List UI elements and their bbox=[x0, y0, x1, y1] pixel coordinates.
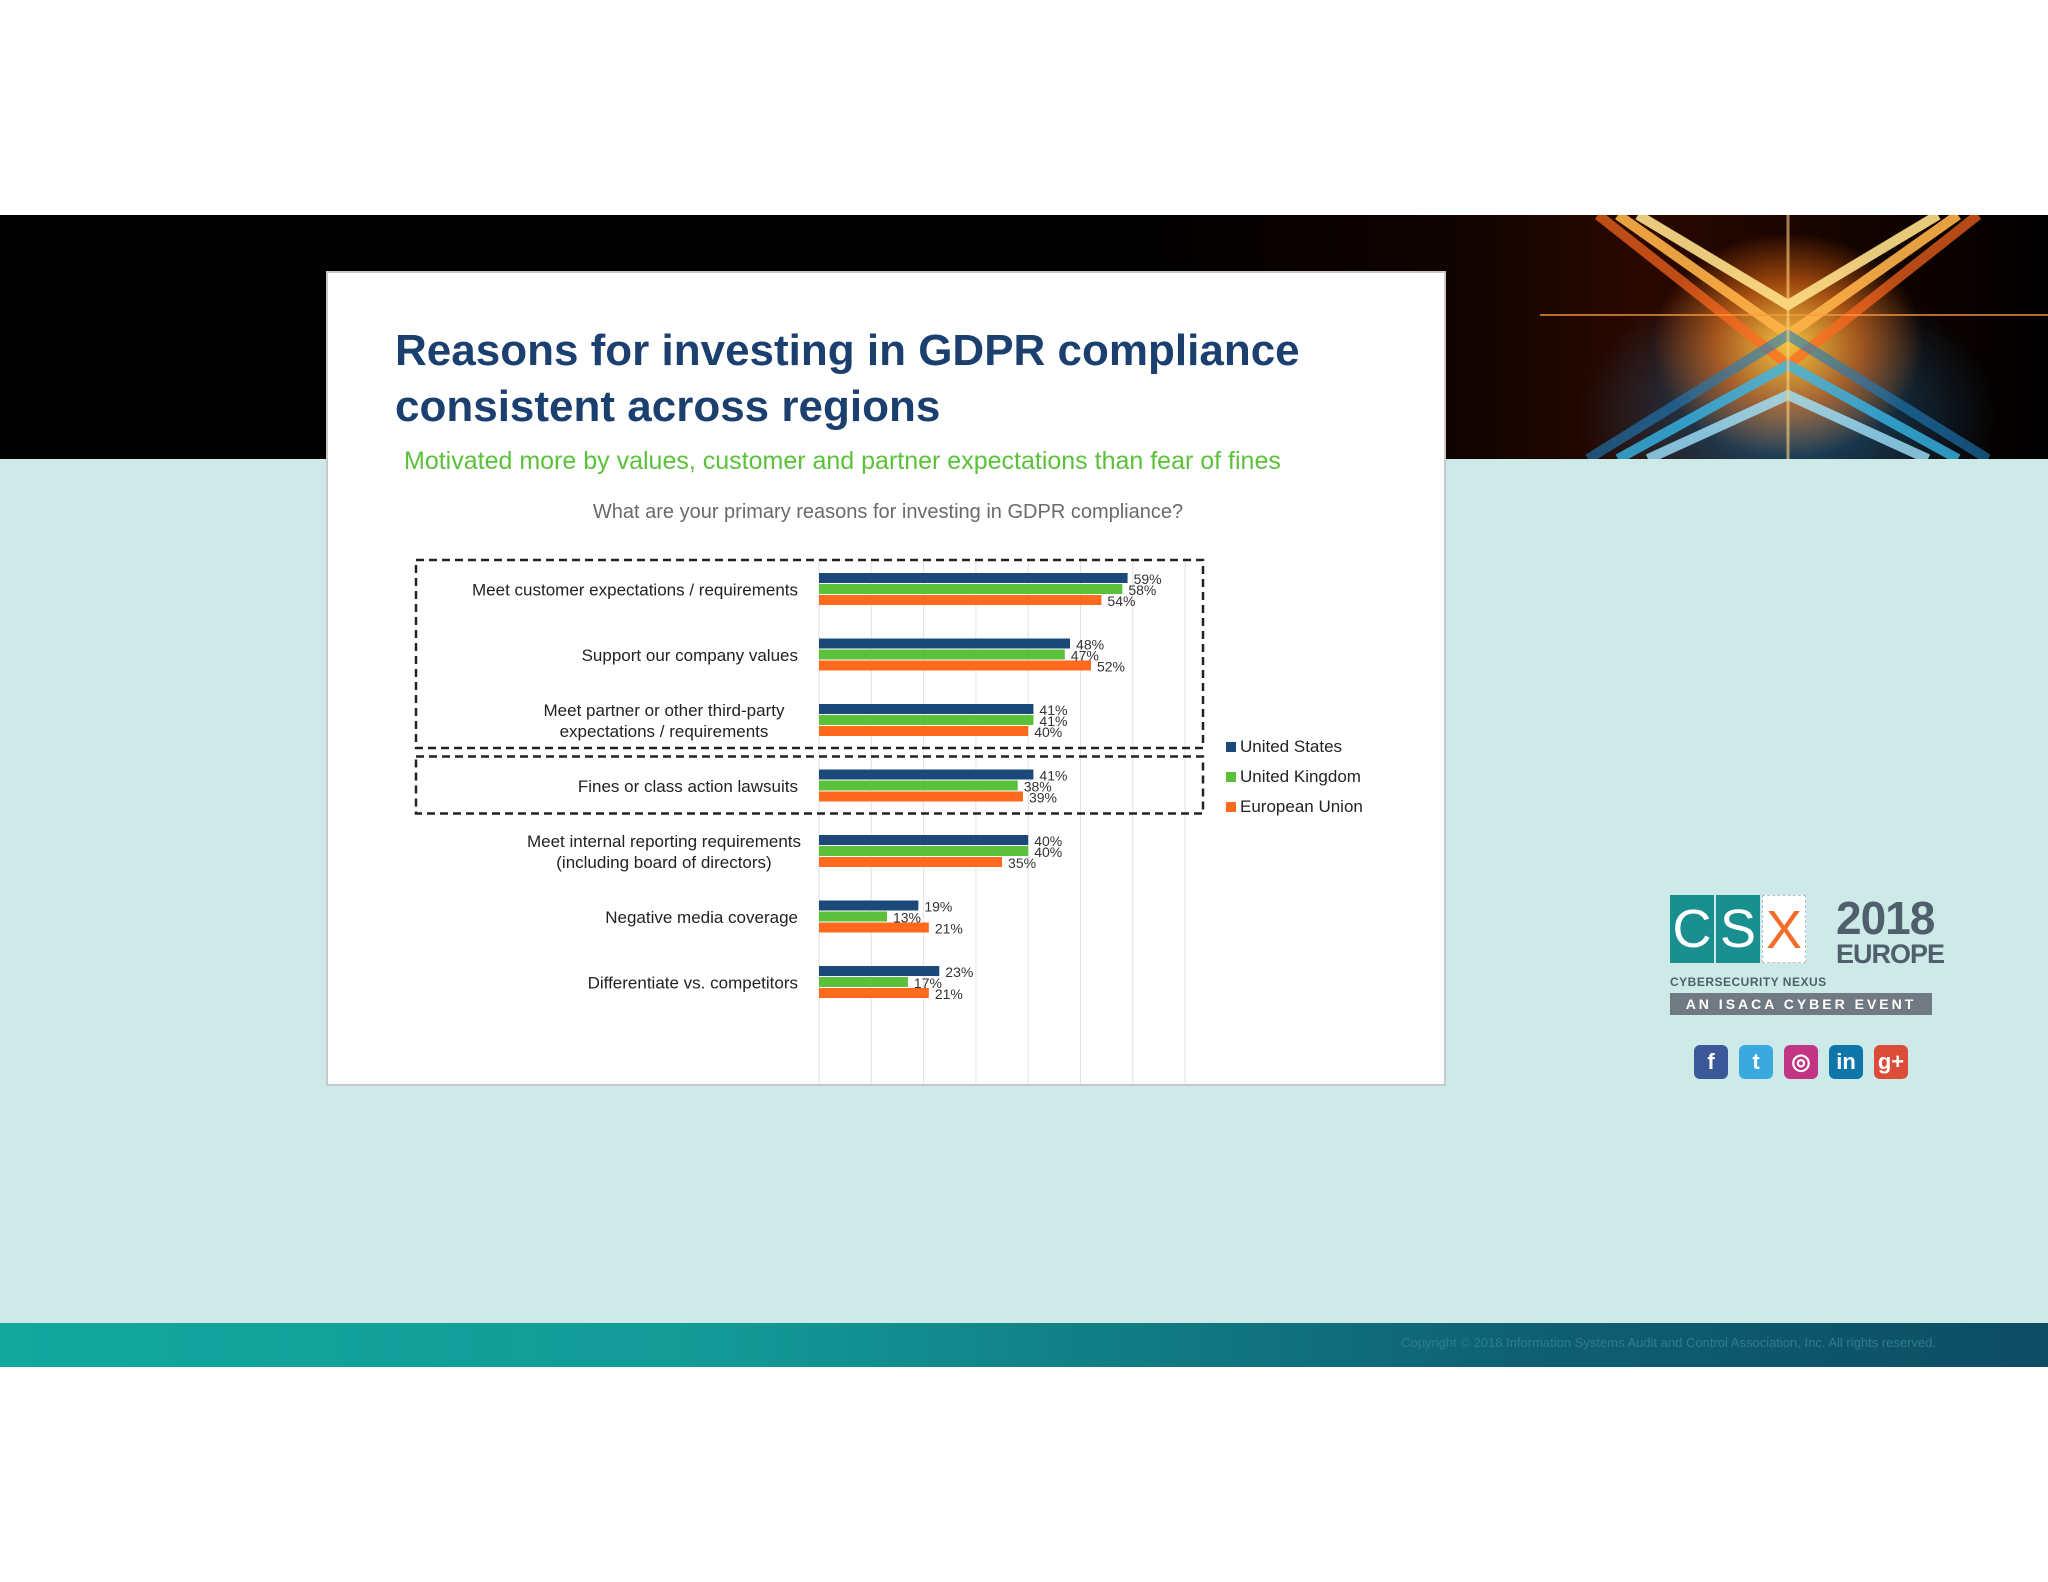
category-label: Meet customer expectations / requirement… bbox=[472, 581, 798, 600]
bar bbox=[819, 584, 1123, 594]
facebook-icon[interactable]: f bbox=[1694, 1045, 1728, 1079]
data-label: 17% bbox=[914, 975, 942, 991]
logo-year: 2018 bbox=[1836, 892, 1935, 944]
data-label: 21% bbox=[935, 986, 963, 1002]
bar bbox=[819, 638, 1071, 649]
bar bbox=[819, 726, 1029, 736]
chart-subtitle: Motivated more by values, customer and p… bbox=[404, 447, 1281, 475]
bar bbox=[819, 715, 1034, 725]
data-label: 23% bbox=[945, 964, 973, 980]
chevron-graphic-icon bbox=[1540, 215, 2048, 459]
bar bbox=[819, 649, 1065, 660]
data-label: 35% bbox=[1008, 855, 1036, 871]
logo-event-banner: AN ISACA CYBER EVENT bbox=[1670, 993, 1932, 1015]
bar bbox=[819, 573, 1128, 583]
data-label: 39% bbox=[1029, 790, 1057, 806]
data-label: 48% bbox=[1076, 637, 1104, 653]
data-label: 41% bbox=[1039, 702, 1067, 718]
bar bbox=[819, 900, 919, 911]
data-label: 41% bbox=[1039, 768, 1067, 784]
legend-label: European Union bbox=[1240, 797, 1363, 816]
legend-swatch bbox=[1226, 772, 1236, 782]
category-label: expectations / requirements bbox=[560, 722, 769, 741]
chart-question: What are your primary reasons for invest… bbox=[592, 501, 1184, 523]
logo-letter-c: C bbox=[1670, 895, 1714, 963]
bar bbox=[819, 977, 908, 987]
bar bbox=[819, 660, 1091, 671]
data-label: 19% bbox=[924, 899, 952, 915]
data-label: 41% bbox=[1039, 713, 1067, 729]
data-label: 40% bbox=[1034, 833, 1062, 849]
data-label: 47% bbox=[1071, 648, 1099, 664]
legend-swatch bbox=[1226, 802, 1236, 812]
category-label: Meet internal reporting requirements bbox=[527, 832, 801, 851]
legend-label: United States bbox=[1240, 737, 1342, 756]
bar bbox=[819, 988, 929, 998]
bar bbox=[819, 922, 929, 933]
data-label: 13% bbox=[893, 910, 921, 926]
category-label: Negative media coverage bbox=[605, 908, 798, 927]
linkedin-icon[interactable]: in bbox=[1829, 1045, 1863, 1079]
bar bbox=[819, 966, 940, 976]
data-label: 21% bbox=[935, 921, 963, 937]
bar bbox=[819, 846, 1029, 856]
twitter-icon[interactable]: t bbox=[1739, 1045, 1773, 1079]
bar bbox=[819, 791, 1023, 802]
data-label: 38% bbox=[1024, 779, 1052, 795]
category-label: Meet partner or other third-party bbox=[544, 701, 785, 720]
bar-chart: 0%10%20%30%40%50%60%70%Meet customer exp… bbox=[414, 558, 1363, 1084]
category-label: Fines or class action lawsuits bbox=[578, 777, 798, 796]
data-label: 52% bbox=[1097, 659, 1125, 675]
bar bbox=[819, 835, 1029, 845]
category-label: (including board of directors) bbox=[556, 853, 771, 872]
legend-label: United Kingdom bbox=[1240, 767, 1361, 786]
chart-card: Reasons for investing in GDPR compliance… bbox=[326, 271, 1446, 1086]
category-label: Differentiate vs. competitors bbox=[588, 974, 798, 993]
logo-tagline: CYBERSECURITY NEXUS bbox=[1670, 975, 1827, 989]
bar bbox=[819, 595, 1102, 605]
google-plus-icon[interactable]: g+ bbox=[1874, 1045, 1908, 1079]
data-label: 40% bbox=[1034, 724, 1062, 740]
instagram-icon[interactable]: ◎ bbox=[1784, 1045, 1818, 1079]
copyright-text: Copyright © 2018 Information Systems Aud… bbox=[1401, 1335, 1936, 1350]
data-label: 59% bbox=[1134, 571, 1162, 587]
data-label: 54% bbox=[1107, 593, 1135, 609]
bar bbox=[819, 780, 1018, 791]
chart-title: Reasons for investing in GDPR compliance… bbox=[395, 326, 1300, 431]
highlight-box bbox=[414, 558, 1205, 750]
data-label: 58% bbox=[1128, 582, 1156, 598]
logo-region: EUROPE bbox=[1836, 939, 1945, 969]
logo-letter-s: S bbox=[1716, 895, 1760, 963]
category-label: Support our company values bbox=[582, 646, 798, 665]
legend-swatch bbox=[1226, 742, 1236, 752]
footer-bar: Copyright © 2018 Information Systems Aud… bbox=[0, 1323, 2048, 1367]
logo-letter-x: X bbox=[1762, 895, 1806, 963]
csx-logo: C S X 2018 EUROPE CYBERSECURITY NEXUS AN… bbox=[1668, 892, 1948, 1079]
bar bbox=[819, 769, 1034, 780]
bar bbox=[819, 911, 887, 922]
data-label: 40% bbox=[1034, 844, 1062, 860]
highlight-box bbox=[414, 755, 1205, 815]
bar bbox=[819, 704, 1034, 714]
bar bbox=[819, 857, 1003, 867]
